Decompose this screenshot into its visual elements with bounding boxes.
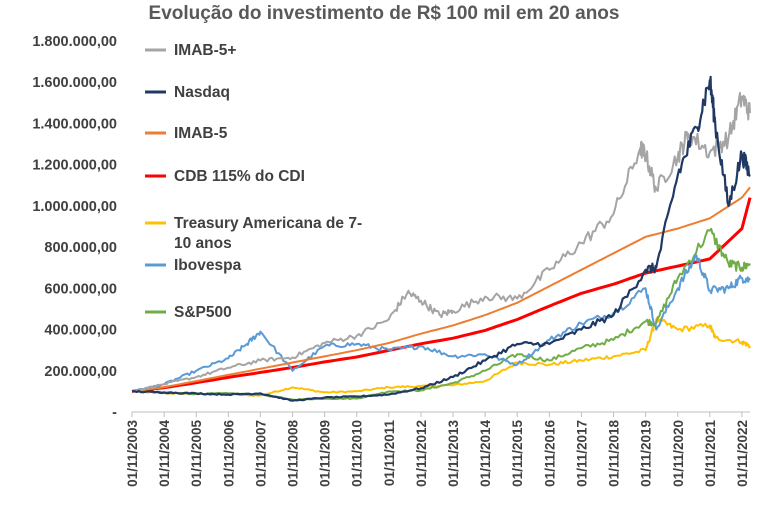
x-axis-ticks [131,412,743,417]
y-tick-label: 1.000.000,00 [32,199,117,215]
y-tick-label: 1.600.000,00 [32,75,117,91]
x-tick-label: 01/11/2009 [318,420,333,487]
series-lines [131,75,752,402]
x-tick-label: 01/11/2006 [221,420,236,487]
x-tick-label: 01/11/2018 [607,420,622,487]
legend-label-ibovespa: Ibovespa [174,257,242,274]
x-tick-label: 01/11/2021 [703,420,718,487]
x-axis-labels: 01/11/2003 01/11/2004 01/11/2005 01/11/2006… [125,420,750,487]
y-tick-label: 1.200.000,00 [32,158,117,174]
x-tick-label: 01/11/2014 [478,420,493,487]
legend-label-imab-5: IMAB-5 [174,125,228,142]
x-tick-label: 01/11/2019 [639,420,654,487]
x-tick-label: 01/11/2013 [446,420,461,487]
x-tick-label: 01/11/2011 [382,420,397,487]
x-tick-label: 01/11/2010 [350,420,365,487]
y-tick-label: 600.000,00 [44,281,117,297]
series-line-imab-5 [131,91,751,393]
legend-label-s-p500: S&P500 [174,304,232,321]
y-tick-label: - [112,405,117,421]
x-tick-label: 01/11/2003 [125,420,140,487]
x-tick-label: 01/11/2005 [189,420,204,487]
y-tick-label: 200.000,00 [44,364,117,380]
legend-label-treasury-americana-de-7-10-anos: 10 anos [174,235,232,252]
x-tick-label: 01/11/2004 [157,420,172,487]
legend-label-nasdaq: Nasdaq [174,84,230,101]
y-tick-label: 1.800.000,00 [32,34,117,50]
x-tick-label: 01/11/2016 [542,420,557,487]
x-tick-label: 01/11/2007 [253,420,268,487]
x-tick-label: 01/11/2020 [671,420,686,487]
series-line-ibovespa [131,254,751,393]
y-tick-label: 1.400.000,00 [32,116,117,132]
legend-label-imab-5: IMAB-5+ [174,42,236,59]
x-tick-label: 01/11/2022 [735,420,750,487]
x-tick-label: 01/11/2012 [414,420,429,487]
series-line-nasdaq [131,75,751,402]
legend: IMAB-5+ Nasdaq IMAB-5 CDB 115% do CDI Treasu… [145,42,362,321]
y-axis-labels: - 200.000,00 400.000,00 600.000,00 800.000,0… [32,34,117,421]
series-line-cdb-115-do-cdi [131,197,752,393]
series-line-imab-5 [131,186,751,393]
x-tick-label: 01/11/2015 [510,420,525,487]
legend-label-treasury-americana-de-7-10-anos: Treasury Americana de 7- [174,215,362,232]
legend-label-cdb-115-do-cdi: CDB 115% do CDI [174,168,305,185]
x-tick-label: 01/11/2008 [286,420,301,487]
y-tick-label: 400.000,00 [44,323,117,339]
y-tick-label: 800.000,00 [44,240,117,256]
chart-title: Evolução do investimento de R$ 100 mil e… [148,3,620,24]
x-tick-label: 01/11/2017 [574,420,589,487]
